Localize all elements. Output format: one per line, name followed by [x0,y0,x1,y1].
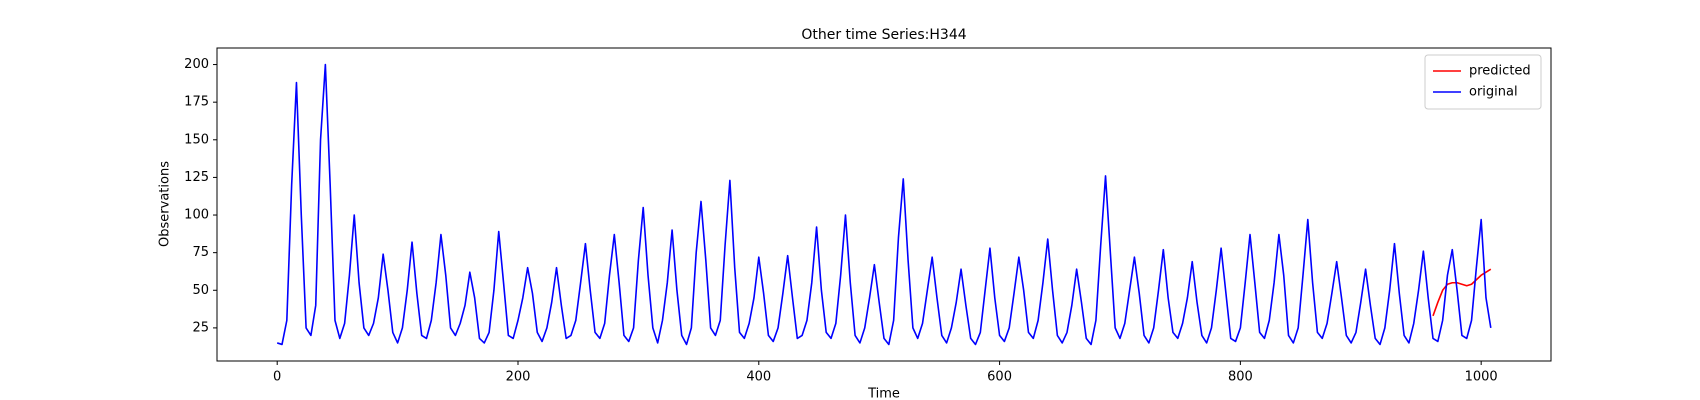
chart-title: Other time Series:H344 [801,27,966,43]
y-tick-label: 200 [184,57,209,72]
y-tick-label: 150 [184,132,209,147]
x-tick-label: 200 [506,370,531,385]
legend-box [1424,54,1542,110]
x-tick-label: 400 [746,370,771,385]
x-tick-label: 1000 [1465,370,1498,385]
y-tick-label: 100 [184,208,209,223]
x-tick-label: 600 [987,370,1012,385]
legend-label: predicted [1469,64,1531,79]
x-tick-label: 800 [1228,370,1253,385]
y-tick-label: 175 [184,95,209,110]
legend-label: original [1469,85,1518,100]
x-tick-label: 0 [273,370,281,385]
y-tick-label: 75 [192,245,209,260]
y-axis-label: Observations [158,161,173,247]
series-line [276,63,1492,346]
y-tick-label: 125 [184,170,209,185]
x-axis-label: Time [867,387,900,400]
plot-frame [216,47,1552,362]
y-tick-label: 50 [192,283,209,298]
series-line [1432,268,1492,317]
y-tick-label: 25 [192,320,209,335]
